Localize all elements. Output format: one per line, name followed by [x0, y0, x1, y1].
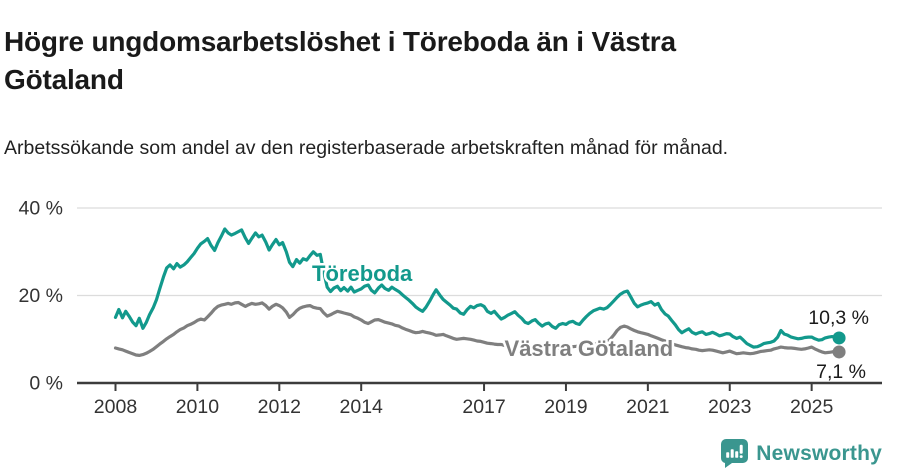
chart-subtitle: Arbetssökande som andel av den registerb… — [4, 136, 729, 159]
x-tick-label: 2010 — [176, 396, 220, 418]
x-tick-label: 2025 — [790, 396, 834, 418]
newsworthy-brand: Newsworthy — [721, 439, 882, 468]
x-tick-label: 2019 — [544, 396, 587, 418]
series-line-västra-götaland — [113, 300, 841, 357]
series-end-dot — [832, 345, 846, 359]
series-line-töreboda — [113, 227, 841, 349]
series-end-value-label: 7,1 % — [816, 361, 866, 383]
series-label: Töreboda — [312, 261, 413, 286]
brand-name-label: Newsworthy — [756, 441, 882, 465]
series-end-value-label: 10,3 % — [808, 307, 869, 329]
line-chart-plot-area: Töreboda Västra Götaland 10,3 % 7,1 % 2008 20… — [0, 190, 900, 436]
x-axis: 2008 2010 2012 2014 2017 2019 2021 2023 2025 — [77, 381, 882, 418]
x-tick-label: 2012 — [258, 396, 301, 418]
x-tick-label: 2023 — [708, 396, 751, 418]
x-tick-label: 2021 — [626, 396, 669, 418]
x-tick-label: 2014 — [340, 396, 384, 418]
series-label: Västra Götaland — [505, 336, 674, 361]
y-tick-label: 0 % — [29, 373, 63, 395]
x-tick-label: 2008 — [94, 396, 137, 418]
page-title: Högre ungdomsarbetslöshet i Töreboda än … — [4, 25, 676, 95]
gridlines — [77, 207, 882, 297]
x-tick-label: 2017 — [462, 396, 505, 418]
y-tick-label: 40 % — [19, 198, 63, 220]
bar-chart-speech-bubble-icon — [721, 439, 749, 468]
series-end-dot — [832, 331, 846, 345]
y-axis-labels: 0 % 20 % 40 % — [19, 198, 63, 395]
y-tick-label: 20 % — [19, 285, 63, 307]
